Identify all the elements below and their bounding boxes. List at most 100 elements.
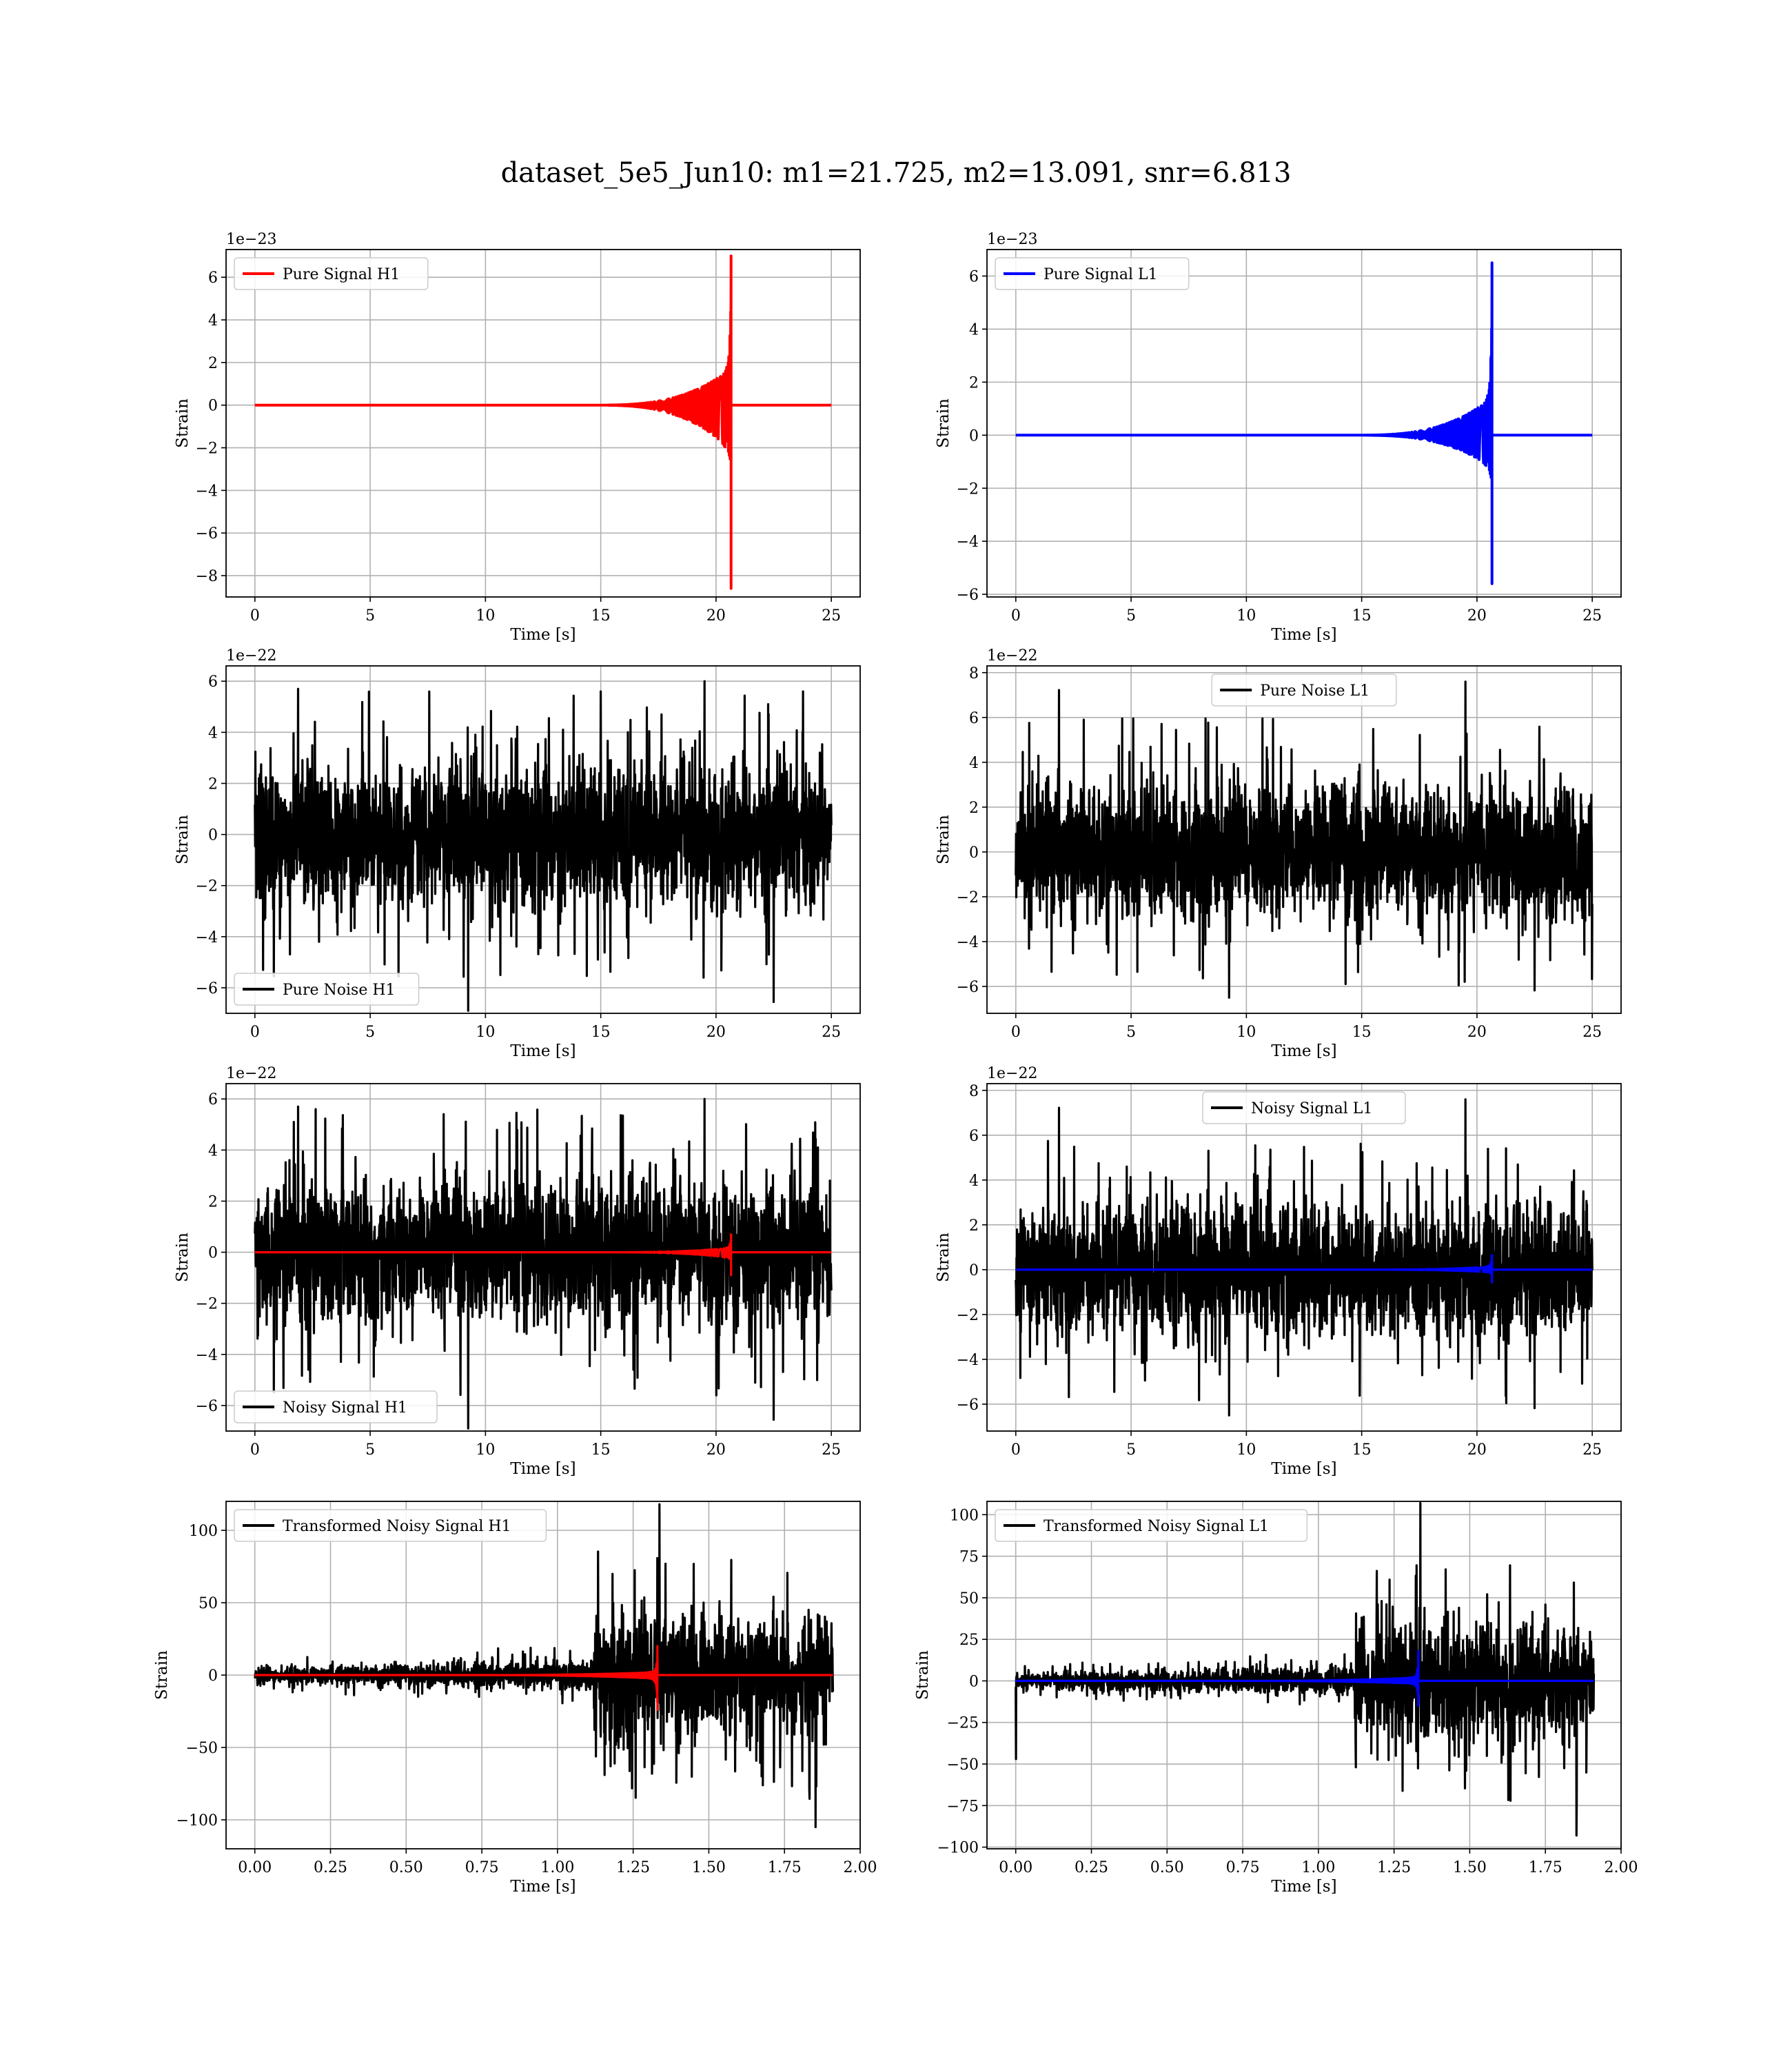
- x-tick-label: 25: [1582, 1441, 1602, 1459]
- x-tick-label: 1.25: [1377, 1859, 1411, 1876]
- legend: Noisy Signal H1: [234, 1390, 438, 1423]
- series-line-pure-noise-l1: [1015, 680, 1594, 999]
- y-tick-label: 6: [969, 268, 979, 285]
- subplot-transformed-h1: 0.00 0.25 0.50 0.75 1.00 1.25 1.50 1.75 2.00 −100…: [153, 1501, 877, 1896]
- y-tick-label: 6: [208, 1091, 218, 1108]
- y-tick-label: 8: [969, 665, 979, 682]
- y-tick-label: 4: [208, 312, 218, 330]
- y-tick-label: 8: [969, 1083, 979, 1100]
- y-tick-label: −2: [196, 1296, 218, 1313]
- subplot-pure-signal-h1: 0 5 10 15 20 25 −8 −6 −4 −2 0 2 4 6 1e−23 Time [s] Strai…: [174, 231, 861, 644]
- y-tick-label: 50: [198, 1595, 218, 1612]
- legend-label: Pure Noise H1: [283, 982, 396, 999]
- legend-box: [234, 257, 429, 290]
- x-tick-label: 0.50: [389, 1859, 423, 1876]
- y-tick-label: −6: [957, 587, 979, 604]
- axes-frame: [225, 249, 861, 598]
- y-tick-label: 0: [208, 398, 218, 415]
- y-axis-label: Strain: [174, 815, 192, 864]
- offset-text: 1e−22: [987, 1065, 1037, 1082]
- axes-frame: [986, 249, 1622, 598]
- y-tick-label: 4: [969, 1173, 979, 1190]
- y-tick-label: −4: [196, 1347, 218, 1364]
- x-tick-label: 10: [476, 1441, 495, 1459]
- axes-frame: [986, 665, 1622, 1014]
- x-tick-label: 1.25: [616, 1859, 650, 1876]
- offset-text: 1e−22: [226, 1065, 276, 1082]
- subplot-noisy-signal-l1: 0 5 10 15 20 25 −6 −4 −2 0 2 4 6 8 1e−22 Time [s] Strain…: [935, 1065, 1622, 1478]
- subplot-pure-noise-h1: 0 5 10 15 20 25 −6 −4 −2 0 2 4 6 1e−22 Time [s] Strain P…: [174, 647, 861, 1060]
- x-tick-label: 25: [1582, 1024, 1602, 1041]
- x-tick-label: 10: [476, 607, 495, 625]
- y-tick-label: 0: [969, 1673, 979, 1690]
- legend: Pure Signal L1: [995, 257, 1190, 290]
- x-tick-label: 15: [591, 607, 611, 625]
- x-tick-label: 25: [1582, 607, 1602, 625]
- axes-frame: [225, 1083, 861, 1432]
- series-line-transformed-noisy-signal-l1: [1015, 1501, 1596, 1837]
- y-tick-label: −100: [937, 1840, 979, 1857]
- figure-title: dataset_5e5_Jun10: m1=21.725, m2=13.091,…: [500, 157, 1292, 189]
- y-tick-label: −25: [947, 1715, 979, 1732]
- x-tick-label: 5: [1126, 607, 1136, 625]
- y-tick-label: −6: [957, 979, 979, 996]
- x-tick-label: 5: [365, 607, 375, 625]
- legend-label: Noisy Signal L1: [1251, 1100, 1372, 1117]
- legend: Pure Noise H1: [234, 973, 420, 1006]
- y-tick-label: 2: [208, 355, 218, 372]
- x-tick-label: 2.00: [844, 1859, 877, 1876]
- x-tick-label: 5: [365, 1441, 375, 1459]
- x-tick-label: 20: [706, 1441, 726, 1459]
- x-tick-label: 1.50: [1453, 1859, 1487, 1876]
- y-tick-label: −100: [176, 1812, 218, 1829]
- y-tick-label: −2: [957, 480, 979, 498]
- x-tick-label: 20: [706, 1024, 726, 1041]
- legend-box: [995, 257, 1190, 290]
- x-tick-label: 10: [1236, 607, 1256, 625]
- x-tick-label: 0.00: [999, 1859, 1032, 1876]
- x-tick-label: 5: [365, 1024, 375, 1041]
- x-axis-label: Time [s]: [1271, 626, 1336, 644]
- subplot-pure-noise-l1: 0 5 10 15 20 25 −6 −4 −2 0 2 4 6 8 1e−22 Time [s] Strain…: [935, 647, 1622, 1060]
- y-tick-label: 0: [969, 1262, 979, 1279]
- y-tick-label: 6: [208, 673, 218, 691]
- series-line-transformed-noisy-signal-h1: [254, 1503, 835, 1829]
- legend: Pure Signal H1: [234, 257, 429, 290]
- y-tick-label: 2: [969, 800, 979, 817]
- offset-text: 1e−22: [987, 647, 1037, 665]
- x-tick-label: 20: [706, 607, 726, 625]
- y-tick-label: −2: [957, 889, 979, 906]
- y-tick-label: 0: [208, 1245, 218, 1262]
- y-tick-label: −2: [196, 440, 218, 458]
- x-tick-label: 0: [250, 1441, 260, 1459]
- y-tick-label: 4: [208, 1142, 218, 1159]
- x-tick-label: 15: [1352, 607, 1372, 625]
- y-tick-label: −4: [957, 534, 979, 551]
- y-tick-label: −2: [957, 1307, 979, 1324]
- legend-box: [234, 973, 420, 1006]
- series-line-pure-noise-h1: [254, 680, 833, 1012]
- x-axis-label: Time [s]: [510, 1460, 576, 1478]
- legend-label: Transformed Noisy Signal L1: [1043, 1518, 1269, 1535]
- x-tick-label: 25: [822, 1024, 841, 1041]
- legend: Noisy Signal L1: [1202, 1091, 1406, 1124]
- y-tick-label: 50: [959, 1590, 979, 1608]
- x-axis-label: Time [s]: [1271, 1042, 1336, 1060]
- y-tick-label: −4: [196, 929, 218, 946]
- y-tick-label: 75: [959, 1549, 979, 1566]
- x-tick-label: 0.25: [314, 1859, 347, 1876]
- x-tick-label: 1.00: [1301, 1859, 1335, 1876]
- axes-frame: [986, 1083, 1622, 1432]
- y-tick-label: −6: [196, 980, 218, 997]
- x-axis-label: Time [s]: [510, 1878, 576, 1896]
- x-tick-label: 20: [1467, 1024, 1487, 1041]
- y-tick-label: 6: [969, 710, 979, 727]
- series-line-noisy-signal-l1: [1015, 1098, 1594, 1417]
- x-tick-label: 1.75: [1529, 1859, 1562, 1876]
- legend-label: Transformed Noisy Signal H1: [283, 1518, 511, 1535]
- x-tick-label: 20: [1467, 1441, 1487, 1459]
- legend: Transformed Noisy Signal H1: [234, 1509, 547, 1542]
- y-tick-label: 0: [969, 427, 979, 445]
- series-line-noisy-signal-h1: [254, 1097, 833, 1430]
- y-axis-label: Strain: [914, 1650, 932, 1700]
